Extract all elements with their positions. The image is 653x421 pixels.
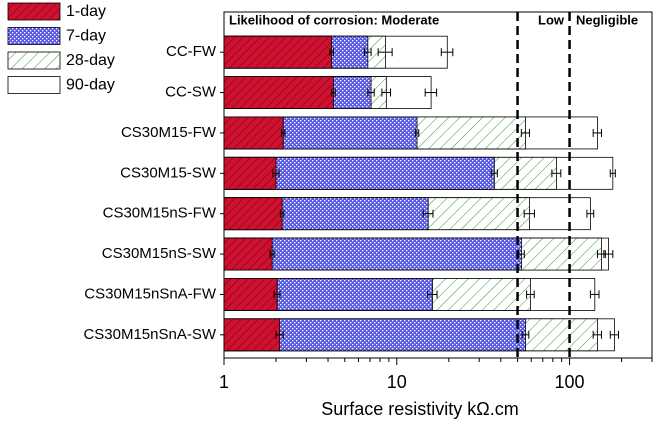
x-tick-label: 100: [555, 372, 585, 392]
bar: [223, 76, 334, 109]
y-tick-label: CS30M15-SW: [120, 164, 217, 181]
error-bar: [521, 330, 530, 339]
bar: [223, 278, 278, 311]
error-bar: [280, 128, 286, 137]
error-bar: [520, 128, 530, 137]
error-bar: [592, 128, 602, 137]
error-bar: [609, 169, 616, 178]
legend-label: 90-day: [66, 77, 115, 94]
error-bar: [609, 330, 620, 339]
y-tick-label: CS30M15-FW: [121, 124, 217, 141]
legend-swatch: [7, 27, 61, 45]
bar: [223, 35, 333, 69]
error-bar: [603, 250, 614, 259]
error-bar: [523, 209, 535, 218]
error-bar: [329, 48, 334, 57]
x-tick-label: 1: [219, 372, 229, 392]
error-bar: [589, 290, 600, 299]
y-tick-label: CS30M15nSnA-FW: [84, 285, 217, 302]
bar: [223, 237, 273, 271]
error-bar: [490, 169, 498, 178]
error-bar: [551, 169, 562, 178]
error-bar: [279, 209, 285, 218]
bar: [223, 318, 281, 352]
error-bar: [427, 290, 438, 299]
error-bar: [586, 209, 595, 218]
error-bar: [377, 48, 393, 57]
error-bar: [592, 330, 602, 339]
legend-swatch: [7, 2, 61, 21]
legend-swatch: [7, 51, 61, 70]
y-tick-label: CS30M15nS-FW: [103, 205, 217, 222]
bar: [223, 116, 284, 150]
x-tick-label: 10: [387, 372, 407, 392]
y-tick-label: CS30M15nSnA-SW: [83, 326, 216, 343]
bar: [223, 156, 277, 190]
error-bar: [272, 169, 280, 178]
annotation: Likelihood of corrosion: Moderate: [229, 12, 439, 27]
annotation: Negligible: [576, 12, 638, 27]
error-bar: [381, 88, 392, 97]
error-bar: [269, 250, 275, 259]
legend-label: 28-day: [66, 52, 115, 69]
y-tick-label: CC-FW: [166, 43, 217, 60]
x-axis-label: Surface resistivity kΩ.cm: [321, 399, 519, 419]
legend-label: 1-day: [66, 3, 106, 20]
error-bar: [526, 290, 535, 299]
error-bar: [422, 209, 434, 218]
error-bar: [424, 88, 438, 97]
error-bar: [273, 290, 281, 299]
error-bar: [331, 88, 336, 97]
error-bar: [440, 48, 454, 57]
error-bar: [275, 330, 284, 339]
y-tick-label: CS30M15nS-SW: [102, 245, 217, 262]
error-bar: [363, 48, 372, 57]
y-tick-label: CC-SW: [165, 84, 217, 101]
legend-swatch: [7, 76, 61, 94]
error-bar: [367, 88, 375, 97]
legend-label: 7-day: [66, 28, 106, 45]
annotation: Low: [538, 12, 565, 27]
error-bar: [414, 128, 420, 137]
bar: [223, 197, 283, 231]
